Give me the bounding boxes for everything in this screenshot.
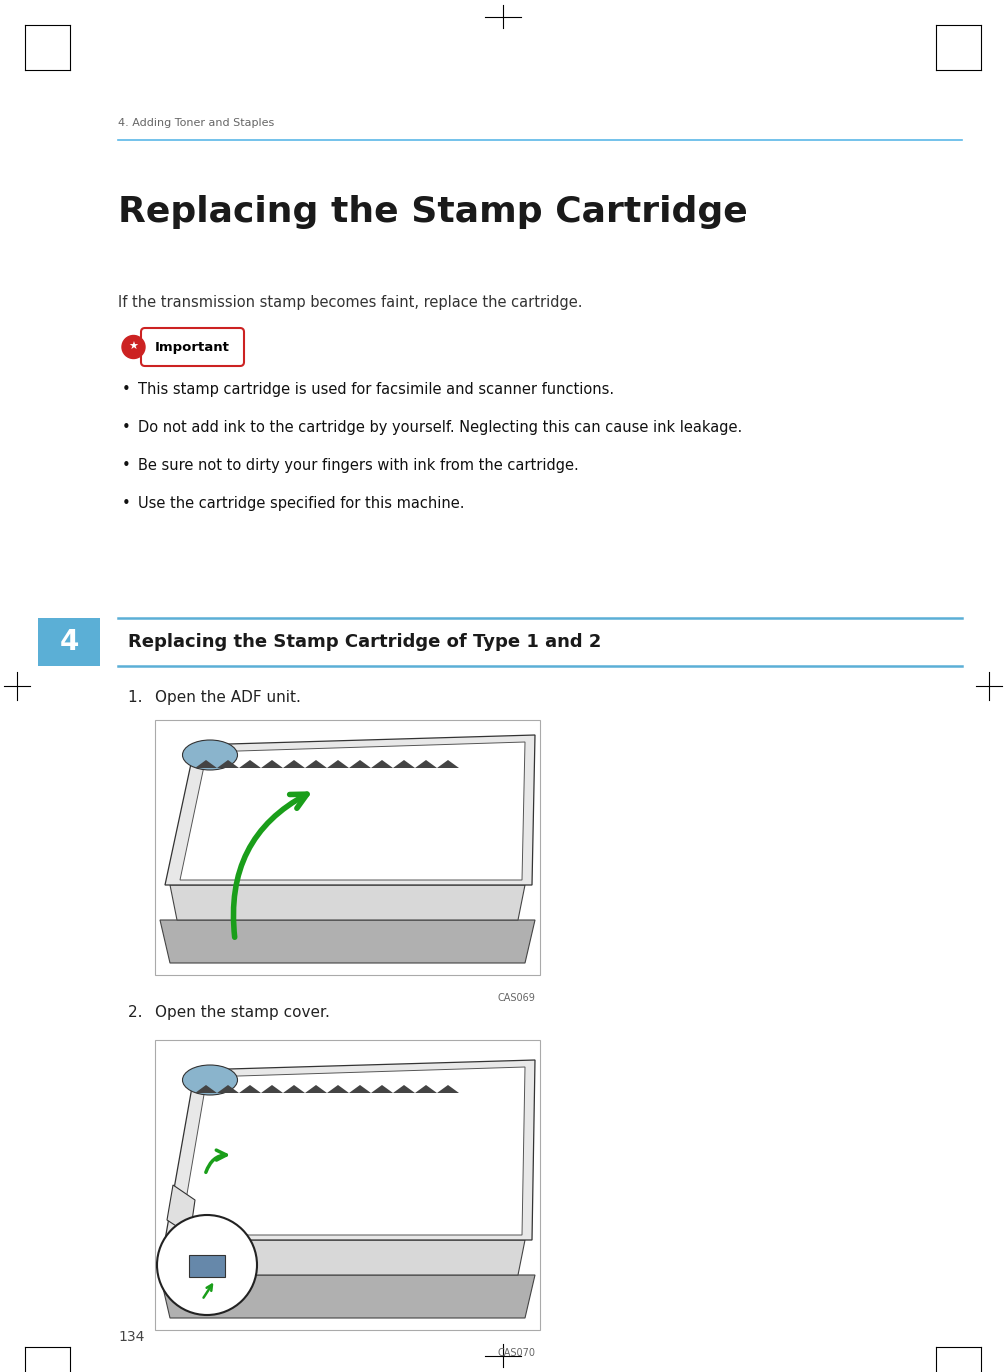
Text: Do not add ink to the cartridge by yourself. Neglecting this can cause ink leaka: Do not add ink to the cartridge by yours…	[138, 420, 742, 435]
Polygon shape	[437, 1085, 459, 1093]
FancyArrowPatch shape	[233, 794, 307, 937]
Text: •: •	[122, 458, 131, 473]
Polygon shape	[415, 760, 437, 768]
Text: Replacing the Stamp Cartridge of Type 1 and 2: Replacing the Stamp Cartridge of Type 1 …	[128, 632, 602, 650]
Text: •: •	[122, 420, 131, 435]
FancyArrowPatch shape	[206, 1150, 226, 1172]
Bar	[155, 720, 540, 975]
Text: 4: 4	[59, 628, 78, 656]
Ellipse shape	[182, 740, 237, 770]
Text: CAS070: CAS070	[497, 1349, 535, 1358]
Polygon shape	[180, 1067, 525, 1235]
Polygon shape	[305, 1085, 327, 1093]
Bar	[38, 617, 100, 665]
Polygon shape	[349, 1085, 371, 1093]
Polygon shape	[371, 760, 393, 768]
Circle shape	[157, 1216, 257, 1314]
Polygon shape	[167, 1185, 195, 1235]
Polygon shape	[305, 760, 327, 768]
Bar	[189, 1255, 225, 1277]
Text: 134: 134	[118, 1329, 145, 1345]
Polygon shape	[160, 1275, 535, 1318]
Polygon shape	[160, 921, 535, 963]
Polygon shape	[283, 760, 305, 768]
Text: This stamp cartridge is used for facsimile and scanner functions.: This stamp cartridge is used for facsimi…	[138, 381, 614, 397]
Text: •: •	[122, 381, 131, 397]
Bar	[155, 1040, 540, 1329]
Polygon shape	[283, 1085, 305, 1093]
Text: If the transmission stamp becomes faint, replace the cartridge.: If the transmission stamp becomes faint,…	[118, 295, 582, 310]
Text: ★: ★	[129, 342, 139, 353]
Polygon shape	[437, 760, 459, 768]
Text: 1.  Open the ADF unit.: 1. Open the ADF unit.	[128, 690, 301, 705]
Polygon shape	[261, 1085, 283, 1093]
FancyBboxPatch shape	[141, 328, 244, 366]
Polygon shape	[239, 760, 261, 768]
Polygon shape	[217, 760, 239, 768]
Polygon shape	[393, 760, 415, 768]
Polygon shape	[180, 742, 525, 879]
Text: Replacing the Stamp Cartridge: Replacing the Stamp Cartridge	[118, 195, 747, 229]
Ellipse shape	[182, 1065, 237, 1095]
Polygon shape	[327, 1085, 349, 1093]
Polygon shape	[170, 885, 525, 921]
Polygon shape	[371, 1085, 393, 1093]
Polygon shape	[261, 760, 283, 768]
Text: •: •	[122, 497, 131, 510]
Circle shape	[122, 336, 145, 358]
Polygon shape	[170, 1240, 525, 1275]
Polygon shape	[415, 1085, 437, 1093]
Text: Be sure not to dirty your fingers with ink from the cartridge.: Be sure not to dirty your fingers with i…	[138, 458, 578, 473]
Text: CAS069: CAS069	[497, 993, 535, 1003]
Polygon shape	[195, 1085, 217, 1093]
FancyArrowPatch shape	[203, 1284, 212, 1298]
Polygon shape	[393, 1085, 415, 1093]
Polygon shape	[349, 760, 371, 768]
Text: Use the cartridge specified for this machine.: Use the cartridge specified for this mac…	[138, 497, 465, 510]
Polygon shape	[239, 1085, 261, 1093]
Polygon shape	[165, 1061, 535, 1240]
Text: 4. Adding Toner and Staples: 4. Adding Toner and Staples	[118, 118, 275, 128]
Polygon shape	[165, 735, 535, 885]
Polygon shape	[217, 1085, 239, 1093]
Text: 2.  Open the stamp cover.: 2. Open the stamp cover.	[128, 1006, 330, 1019]
Polygon shape	[195, 760, 217, 768]
Text: Important: Important	[155, 340, 230, 354]
Polygon shape	[327, 760, 349, 768]
